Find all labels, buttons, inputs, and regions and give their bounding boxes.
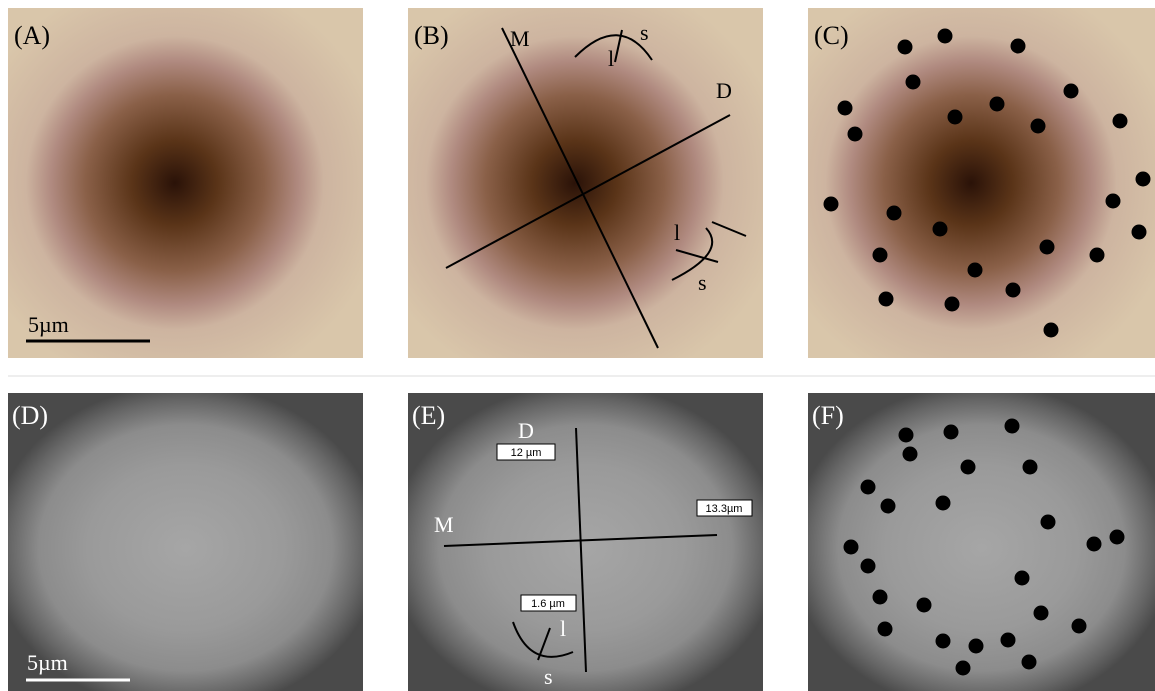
landmark-dot bbox=[886, 205, 902, 221]
landmark-dot bbox=[905, 74, 921, 90]
micrograph bbox=[8, 8, 363, 358]
axis-line bbox=[501, 27, 659, 349]
micrograph bbox=[8, 393, 363, 691]
annotation: l bbox=[608, 46, 614, 71]
measure-box bbox=[520, 594, 577, 612]
landmark-dot bbox=[1131, 224, 1147, 240]
panel-a: (A) 5µm bbox=[8, 8, 363, 358]
landmark-dot bbox=[1010, 38, 1026, 54]
landmark-dot bbox=[860, 479, 876, 495]
scale-label: 5µm bbox=[27, 650, 68, 675]
curve bbox=[574, 34, 653, 61]
landmark-dot bbox=[1040, 514, 1056, 530]
landmark-dot bbox=[955, 660, 971, 676]
landmark-dot bbox=[847, 126, 863, 142]
landmark-dot bbox=[898, 427, 914, 443]
panel-f: (F) bbox=[808, 393, 1155, 691]
landmark-dot bbox=[1004, 418, 1020, 434]
tick bbox=[711, 221, 747, 237]
landmark-dot bbox=[823, 196, 839, 212]
panel-b: (B) M D l s l s bbox=[408, 8, 763, 358]
landmark-dot bbox=[1039, 239, 1055, 255]
annotation: M bbox=[434, 512, 454, 537]
panel-label: (D) bbox=[12, 401, 48, 430]
axis-line bbox=[575, 427, 587, 673]
landmark-dot bbox=[943, 424, 959, 440]
annotation: M bbox=[510, 26, 530, 51]
scale-label: 5µm bbox=[28, 312, 69, 337]
landmark-dot bbox=[935, 495, 951, 511]
landmark-dot bbox=[1022, 459, 1038, 475]
measure-box bbox=[696, 499, 753, 517]
measurement: 12 µm bbox=[511, 447, 542, 459]
tick bbox=[675, 249, 719, 263]
landmark-dot bbox=[1063, 83, 1079, 99]
landmark-dot bbox=[932, 221, 948, 237]
landmark-dot bbox=[878, 291, 894, 307]
landmark-dots bbox=[823, 28, 1151, 338]
panel-d: (D) 5µm bbox=[8, 393, 363, 691]
measurement: 13.3µm bbox=[706, 503, 743, 515]
curve bbox=[512, 621, 574, 658]
landmark-dot bbox=[1000, 632, 1016, 648]
tick bbox=[614, 29, 623, 63]
axis-line bbox=[443, 534, 718, 547]
landmark-dot bbox=[1105, 193, 1121, 209]
micrograph bbox=[808, 8, 1155, 358]
landmark-dot bbox=[944, 296, 960, 312]
landmark-dot bbox=[880, 498, 896, 514]
landmark-dot bbox=[897, 39, 913, 55]
landmark-dot bbox=[960, 459, 976, 475]
panel-c: (C) bbox=[808, 8, 1155, 358]
landmark-dot bbox=[989, 96, 1005, 112]
landmark-dot bbox=[1033, 605, 1049, 621]
landmark-dots bbox=[843, 418, 1125, 676]
landmark-dot bbox=[1109, 529, 1125, 545]
landmark-dot bbox=[1030, 118, 1046, 134]
tick bbox=[537, 627, 551, 661]
annotation: s bbox=[640, 20, 649, 45]
landmark-dot bbox=[1112, 113, 1128, 129]
landmark-dot bbox=[947, 109, 963, 125]
landmark-dot bbox=[843, 539, 859, 555]
annotation: l bbox=[560, 616, 566, 641]
panel-label: (A) bbox=[14, 21, 50, 50]
annotation: D bbox=[518, 418, 534, 443]
landmark-dot bbox=[1071, 618, 1087, 634]
landmark-dot bbox=[1005, 282, 1021, 298]
micrograph bbox=[408, 8, 763, 358]
landmark-dot bbox=[1086, 536, 1102, 552]
panel-label: (B) bbox=[414, 21, 449, 50]
curve bbox=[671, 227, 714, 281]
axis-line bbox=[445, 114, 731, 269]
panel-label: (C) bbox=[814, 21, 849, 50]
panel-e: (E) D M l s 12 µm 13.3µm 1.6 µm bbox=[408, 393, 763, 691]
landmark-dot bbox=[916, 597, 932, 613]
landmark-dot bbox=[1014, 570, 1030, 586]
landmark-dot bbox=[877, 621, 893, 637]
annotation: l bbox=[674, 220, 680, 245]
annotation: s bbox=[544, 664, 553, 689]
landmark-dot bbox=[1021, 654, 1037, 670]
annotation: s bbox=[698, 270, 707, 295]
measurement: 1.6 µm bbox=[531, 598, 565, 610]
landmark-dot bbox=[837, 100, 853, 116]
annotation: D bbox=[716, 78, 732, 103]
landmark-dot bbox=[860, 558, 876, 574]
landmark-dot bbox=[872, 589, 888, 605]
landmark-dot bbox=[1135, 171, 1151, 187]
panel-label: (F) bbox=[812, 401, 844, 430]
landmark-dot bbox=[967, 262, 983, 278]
landmark-dot bbox=[902, 446, 918, 462]
landmark-dot bbox=[872, 247, 888, 263]
landmark-dot bbox=[937, 28, 953, 44]
panel-label: (E) bbox=[412, 401, 445, 430]
landmark-dot bbox=[968, 638, 984, 654]
measure-box bbox=[496, 443, 556, 461]
landmark-dot bbox=[1043, 322, 1059, 338]
landmark-dot bbox=[935, 633, 951, 649]
landmark-dot bbox=[1089, 247, 1105, 263]
